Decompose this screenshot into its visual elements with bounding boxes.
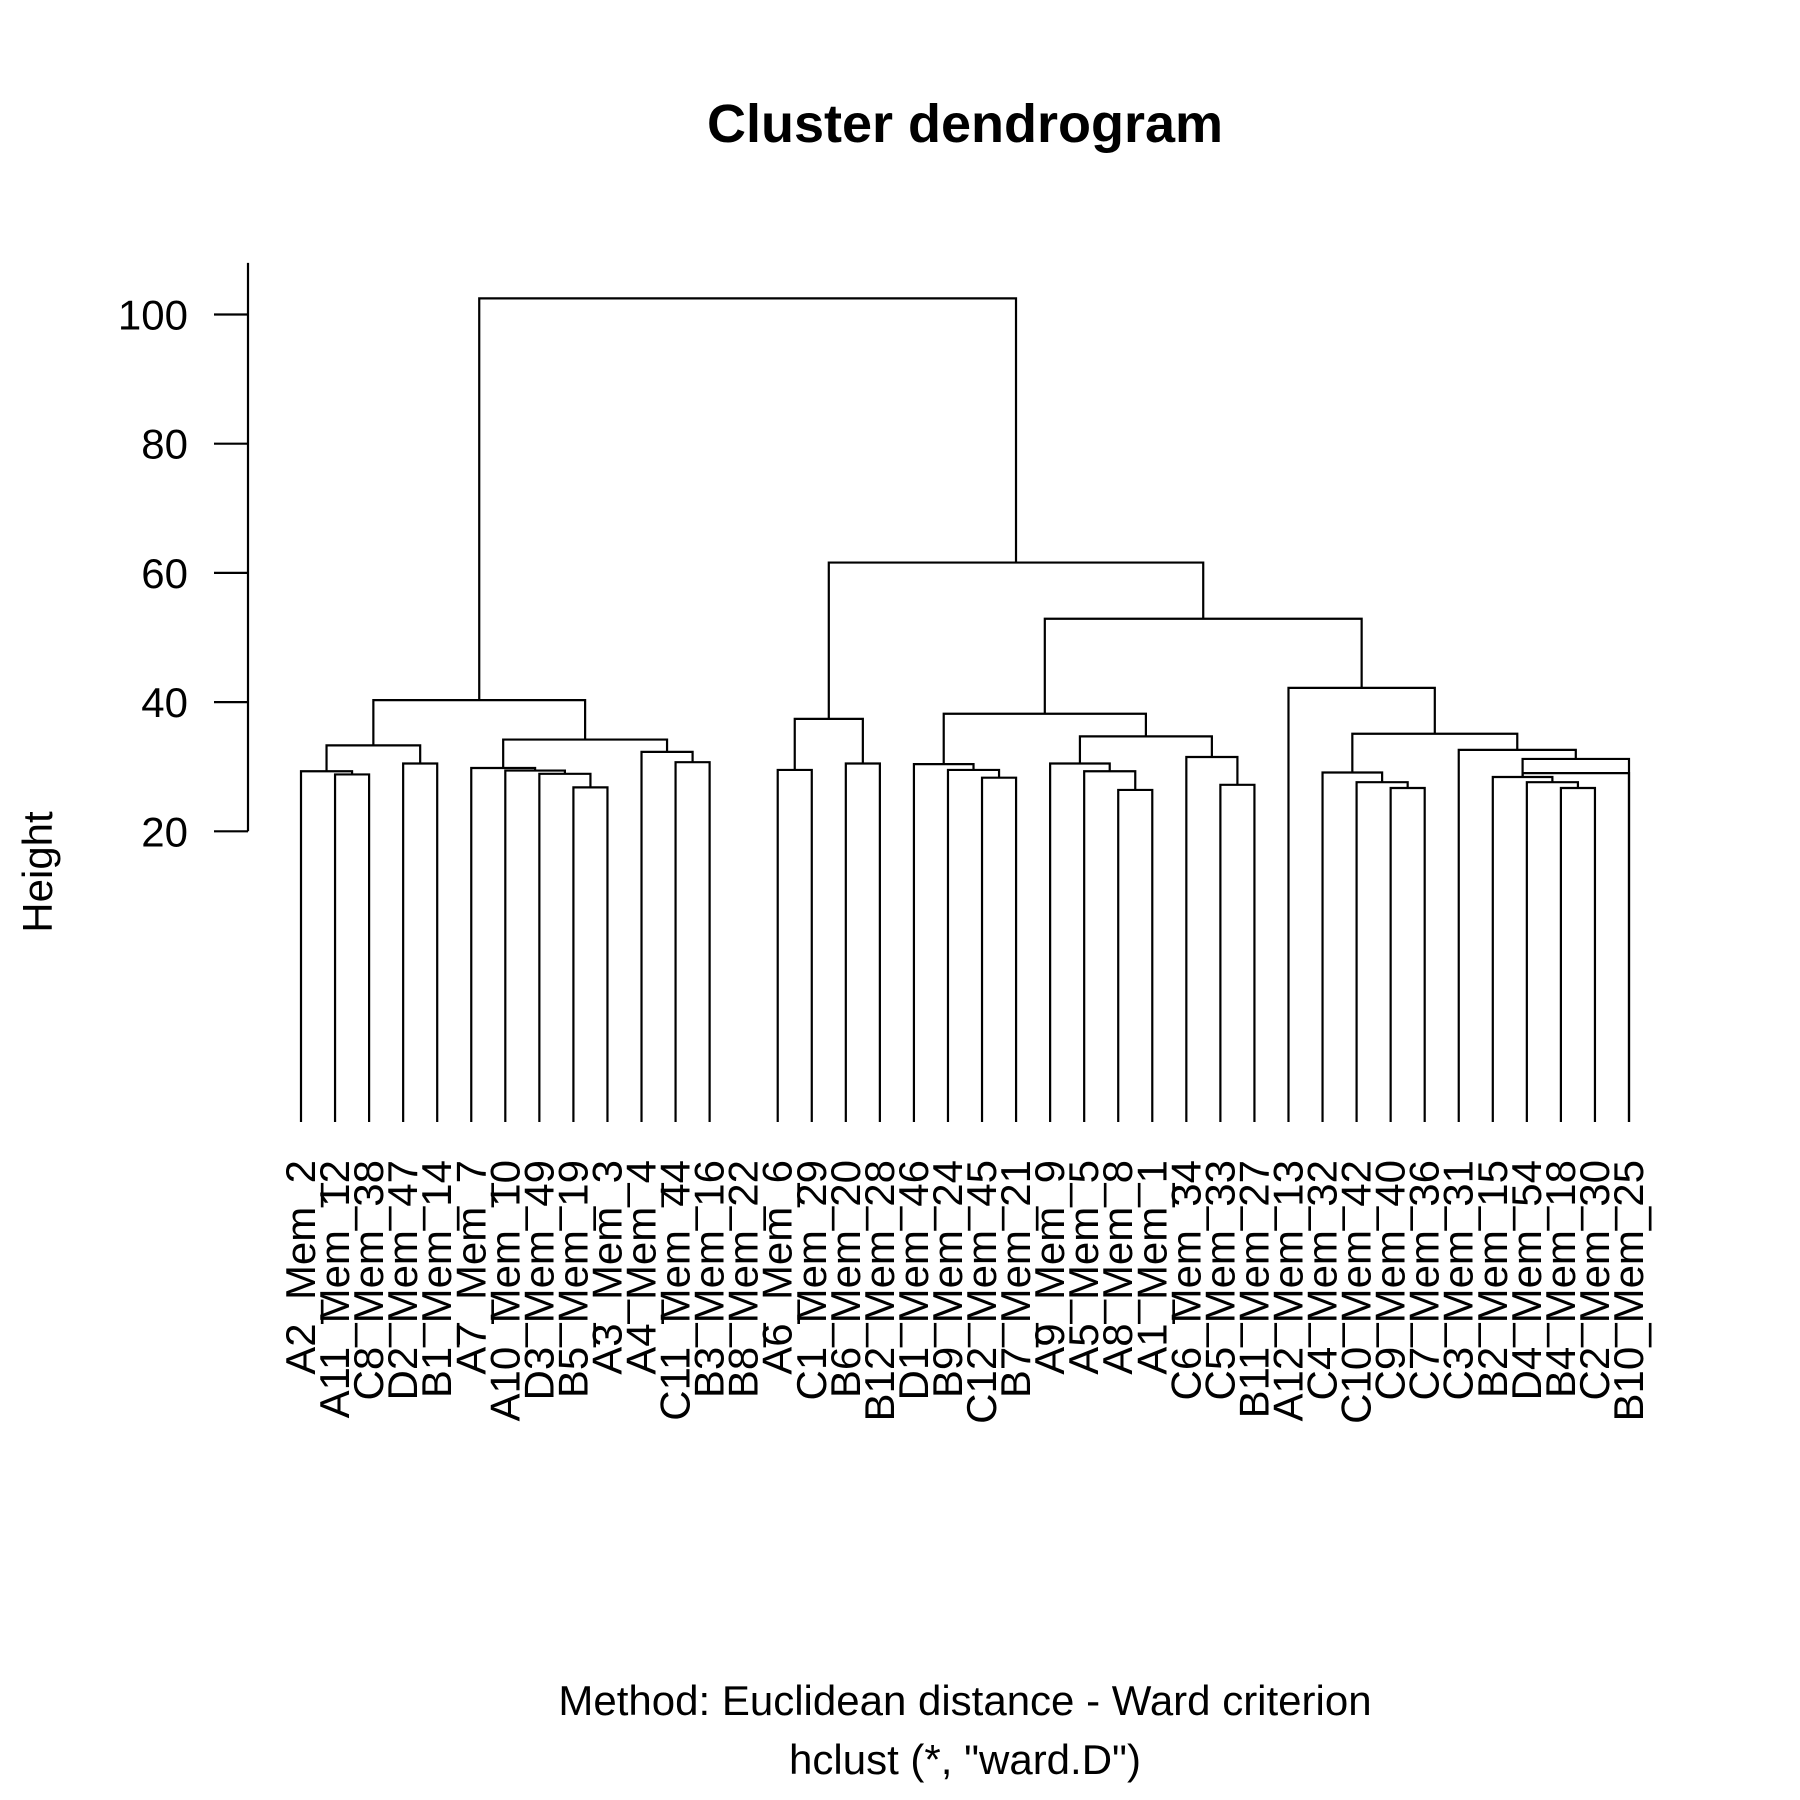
dendrogram-merge-26 — [1389, 786, 1426, 1122]
leaf-label: A2_Mem_2 — [277, 1160, 324, 1375]
dendrogram-merge-34 — [1457, 748, 1577, 1122]
leaf-label: A10_Mem_10 — [481, 1160, 528, 1422]
dendrogram-merge-10 — [640, 750, 694, 1122]
leaf-label: B12_Mem_28 — [856, 1160, 903, 1422]
leaf-label: D3_Mem_49 — [515, 1160, 562, 1400]
dendrogram-merge-38 — [827, 561, 1205, 719]
dendrogram-merge-1 — [333, 773, 371, 1122]
leaf-label: B2_Mem_15 — [1469, 1160, 1516, 1398]
leaf-label: A3_Mem_3 — [583, 1160, 630, 1375]
dendrogram-merge-19 — [1117, 788, 1154, 1122]
leaf-label: D2_Mem_47 — [379, 1160, 426, 1400]
leaf-label: B4_Mem_18 — [1537, 1160, 1584, 1398]
dendrogram-merge-8 — [470, 766, 537, 1122]
dendrogram-merge-39 — [478, 297, 1018, 701]
x-axis-label: Method: Euclidean distance - Ward criter… — [558, 1677, 1371, 1724]
dendrogram-merge-20 — [1083, 770, 1137, 1122]
leaf-label: D1_Mem_46 — [890, 1160, 937, 1400]
dendrogram-merge-7 — [504, 769, 566, 1122]
leaf-label: C2_Mem_30 — [1571, 1160, 1618, 1400]
dendrogram-merge-18 — [912, 763, 975, 1122]
dendrogram-merge-24 — [1078, 735, 1213, 764]
leaf-label: B1_Mem_14 — [413, 1160, 460, 1398]
leaf-label: C5_Mem_33 — [1196, 1160, 1243, 1400]
dendrogram-merge-16 — [980, 776, 1018, 1122]
leaf-label: B6_Mem_20 — [822, 1160, 869, 1398]
y-tick-label: 100 — [118, 292, 188, 339]
leaf-label: C6_Mem_34 — [1162, 1160, 1209, 1400]
dendrogram-merge-32 — [1521, 772, 1631, 1122]
dendrogram-merge-21 — [1049, 762, 1111, 1122]
dendrogram-merge-28 — [1321, 771, 1384, 1122]
dendrogram-merge-14 — [844, 762, 881, 1122]
dendrogram-merge-30 — [1525, 781, 1580, 1122]
leaf-label: A4_Mem_4 — [618, 1160, 665, 1375]
dendrogram-branches — [299, 297, 1631, 1122]
dendrogram-merge-2 — [299, 770, 354, 1122]
leaf-label: A6_Mem_6 — [754, 1160, 801, 1375]
y-axis: 20 40 60 80 100 — [118, 262, 250, 855]
dendrogram-merge-6 — [538, 772, 592, 1122]
y-tick-label: 20 — [141, 808, 188, 855]
leaf-label: C12_Mem_45 — [958, 1160, 1005, 1424]
dendrogram-merge-13 — [776, 768, 813, 1122]
leaf-label: D4_Mem_54 — [1503, 1160, 1550, 1400]
dendrogram-merge-23 — [1185, 755, 1239, 1122]
y-tick-label: 80 — [141, 421, 188, 468]
leaf-label: A8_Mem_8 — [1094, 1160, 1141, 1375]
leaf-label: C4_Mem_32 — [1299, 1160, 1346, 1400]
leaf-label: A5_Mem_5 — [1060, 1160, 1107, 1375]
leaf-label: B10_Mem_25 — [1605, 1160, 1652, 1422]
dendrogram-merge-37 — [1043, 617, 1363, 714]
leaf-label: A9_Mem_9 — [1026, 1160, 1073, 1375]
leaf-label: B7_Mem_21 — [992, 1160, 1039, 1398]
leaf-label: C7_Mem_36 — [1401, 1160, 1448, 1400]
dendrogram-merge-33 — [1521, 757, 1631, 1122]
leaf-label: A7_Mem_7 — [447, 1160, 494, 1375]
dendrogram-merge-5 — [572, 786, 609, 1122]
dendrogram-merge-3 — [402, 762, 439, 1122]
leaf-label: B8_Mem_22 — [720, 1160, 767, 1398]
leaf-label: B3_Mem_16 — [686, 1160, 733, 1398]
dendrogram-merge-31 — [1491, 775, 1554, 1122]
leaf-label: B5_Mem_19 — [549, 1160, 596, 1398]
y-axis-label: Height — [14, 811, 61, 933]
dendrogram-merge-17 — [946, 768, 1001, 1122]
leaf-label: C11_Mem_44 — [652, 1160, 699, 1421]
dendrogram-merge-25 — [942, 712, 1147, 765]
leaf-label: C1_Mem_29 — [788, 1160, 835, 1400]
dendrogram-merge-36 — [1287, 686, 1436, 1122]
leaf-label: C9_Mem_40 — [1367, 1160, 1414, 1400]
leaf-label: B9_Mem_24 — [924, 1160, 971, 1398]
leaf-label: A12_Mem_13 — [1264, 1160, 1311, 1422]
chart-title: Cluster dendrogram — [707, 94, 1223, 154]
dendrogram-merge-27 — [1355, 781, 1409, 1122]
dendrogram-merge-29 — [1559, 786, 1597, 1122]
leaf-label: B11_Mem_27 — [1230, 1160, 1277, 1418]
leaf-labels: A2_Mem_2A11_Mem_12C8_Mem_38D2_Mem_47B1_M… — [277, 1160, 1652, 1424]
dendrogram-merge-35 — [1351, 732, 1519, 773]
leaf-label: A11_Mem_12 — [311, 1160, 358, 1418]
dendrogram-merge-15 — [793, 717, 864, 770]
y-tick-label: 60 — [141, 550, 188, 597]
leaf-label: A1_Mem_1 — [1128, 1160, 1175, 1375]
leaf-label: C8_Mem_38 — [345, 1160, 392, 1400]
subtitle: hclust (*, "ward.D") — [789, 1736, 1141, 1783]
leaf-label: C10_Mem_42 — [1333, 1160, 1380, 1424]
dendrogram-merge-9 — [674, 761, 711, 1122]
y-tick-label: 40 — [141, 679, 188, 726]
dendrogram-merge-4 — [325, 744, 422, 772]
leaf-label: C3_Mem_31 — [1435, 1160, 1482, 1400]
dendrogram-merge-22 — [1219, 783, 1256, 1122]
